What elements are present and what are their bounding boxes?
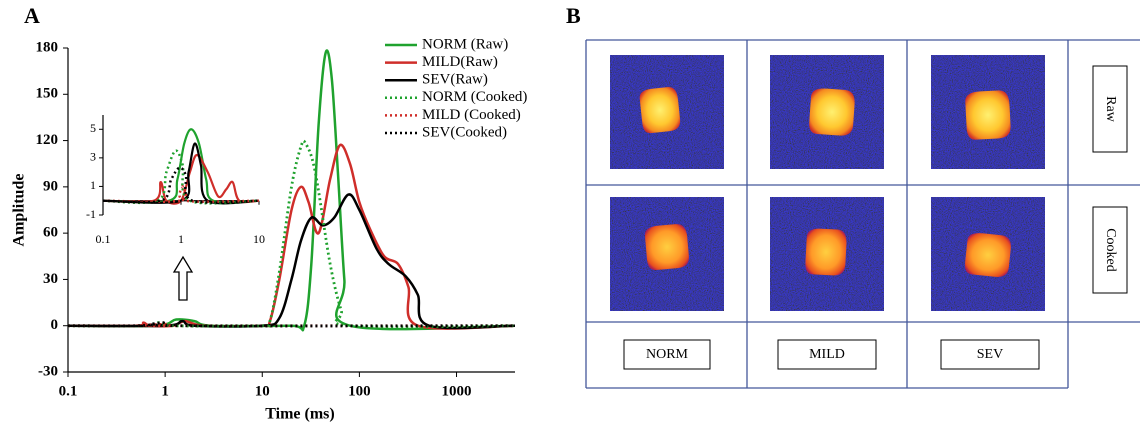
panel-label: A (24, 3, 40, 28)
y-tick-label: -1 (86, 207, 96, 221)
x-tick-label: 10 (255, 383, 270, 399)
y-tick-label: 1 (90, 178, 96, 192)
series-line (68, 145, 515, 329)
legend-label: NORM (Cooked) (422, 89, 527, 105)
y-tick-label: 60 (43, 225, 58, 241)
legend-label: SEV(Raw) (422, 72, 488, 88)
y-tick-label: 5 (90, 121, 96, 135)
row-label: Cooked (1103, 228, 1118, 272)
column-label: SEV (977, 347, 1003, 362)
y-tick-label: 90 (43, 178, 58, 194)
y-tick-label: 180 (36, 39, 59, 55)
panel-label: B (566, 3, 581, 28)
y-tick-label: -30 (38, 363, 58, 379)
inset-chart: -1 1 3 5 0.1 1 10 (86, 115, 265, 246)
x-tick-label: 0.1 (59, 383, 78, 399)
legend-label: SEV(Cooked) (422, 124, 507, 140)
series-line (103, 168, 259, 203)
legend-label: NORM (Raw) (422, 36, 508, 52)
main-chart: -30 0 30 60 90 120 150 180 0.1 1 10 100 1000 NORM (Ra… (36, 36, 528, 399)
y-tick-label: 30 (43, 271, 58, 287)
sample-image (808, 88, 855, 137)
sample-image (639, 86, 681, 134)
sample-image (805, 228, 847, 276)
y-tick-label: 120 (36, 132, 59, 148)
sample-image (964, 232, 1012, 278)
legend-label: MILD (Cooked) (422, 107, 521, 123)
x-tick-label: 1 (178, 232, 184, 246)
x-axis-title: Time (ms) (265, 406, 334, 423)
y-tick-label: 3 (90, 150, 96, 164)
x-tick-label: 10 (253, 232, 265, 246)
x-tick-label: 100 (348, 383, 371, 399)
y-tick-label: 150 (36, 86, 59, 102)
legend-label: MILD(Raw) (422, 54, 498, 70)
figure: A B Time (ms) Amplitude Raw Cooked NORM … (0, 0, 1140, 429)
arrow (174, 257, 192, 300)
series-line (68, 141, 515, 327)
x-tick-label: 1 (161, 383, 169, 399)
y-axis-title: Amplitude (11, 174, 28, 247)
column-label: NORM (646, 347, 689, 362)
x-tick-label: 0.1 (96, 232, 111, 246)
sample-image (644, 223, 690, 270)
x-tick-label: 1000 (442, 383, 472, 399)
row-label: Raw (1103, 96, 1118, 123)
column-label: MILD (809, 347, 845, 362)
sample-image (965, 90, 1011, 140)
y-tick-label: 0 (51, 317, 59, 333)
